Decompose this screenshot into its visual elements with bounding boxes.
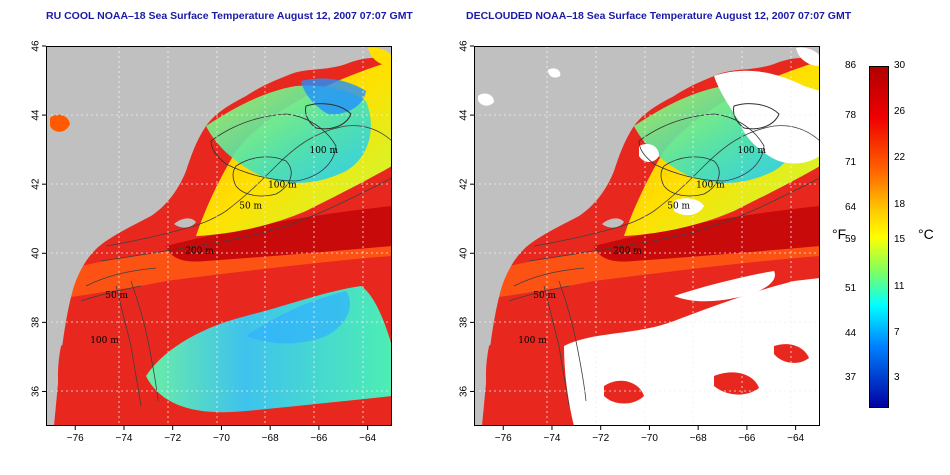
isobath-label: 50 m (105, 291, 128, 301)
colorbar-fahrenheit-tick: 44 (845, 327, 857, 339)
isobath-label: 100 m (309, 146, 338, 156)
isobath-label: 200 m (613, 246, 642, 256)
colorbar-fahrenheit-tick: 64 (845, 202, 857, 214)
lon-tick-label: −64 (359, 433, 376, 444)
lat-tick-label: 42 (459, 178, 470, 190)
temperature-colorbar (869, 66, 889, 408)
fahrenheit-unit-label: °F (832, 226, 847, 242)
left-map-axes: −76 −74 −72 −70 −68 −66 −64 36 38 40 42 44 46 100 m 10… (31, 40, 377, 444)
left-map-title: RU COOL NOAA–18 Sea Surface Temperature … (46, 10, 413, 22)
colorbar-celsius-tick: 15 (894, 234, 906, 246)
right-map-axes: −76 −74 −72 −70 −68 −66 −64 36 38 40 42 44 46 100 m 10… (459, 40, 805, 444)
isobath-label: 50 m (667, 201, 690, 211)
colorbar-fahrenheit-tick: 71 (845, 157, 857, 169)
right-sst-map-image (474, 46, 820, 426)
isobath-label: 100 m (518, 336, 547, 346)
right-sst-map: −76 −74 −72 −70 −68 −66 −64 36 38 40 42 44 46 100 m 10… (459, 40, 820, 444)
colorbar-celsius-tick: 11 (894, 280, 905, 292)
lon-tick-label: −74 (543, 433, 560, 444)
lon-tick-label: −76 (495, 433, 512, 444)
colorbar-fahrenheit-tick: 86 (845, 60, 857, 71)
lat-tick-label: 38 (31, 316, 42, 328)
lat-tick-label: 46 (459, 40, 470, 52)
isobath-label: 100 m (90, 336, 119, 346)
colorbar-celsius-tick: 7 (894, 326, 900, 338)
lat-tick-label: 40 (459, 247, 470, 259)
right-map-title: DECLOUDED NOAA–18 Sea Surface Temperatur… (466, 10, 852, 22)
colorbar-fahrenheit-tick: 78 (845, 109, 857, 121)
lat-tick-label: 44 (31, 109, 42, 121)
lon-tick-label: −74 (115, 433, 132, 444)
left-sst-map: −76 −74 −72 −70 −68 −66 −64 36 38 40 42 44 46 100 m 10… (31, 40, 392, 444)
isobath-label: 50 m (239, 201, 262, 211)
colorbar-fahrenheit-tick: 59 (845, 233, 857, 245)
colorbar-celsius-tick: 30 (894, 60, 906, 71)
colorbar-fahrenheit-tick: 51 (845, 282, 857, 294)
lat-tick-label: 40 (31, 247, 42, 259)
lon-tick-label: −66 (738, 433, 755, 444)
lon-tick-label: −70 (213, 433, 230, 444)
lon-tick-label: −76 (67, 433, 84, 444)
isobath-label: 50 m (533, 291, 556, 301)
lon-tick-label: −66 (310, 433, 327, 444)
lat-tick-label: 36 (31, 385, 42, 397)
colorbar-celsius-tick: 18 (894, 198, 906, 210)
lon-tick-label: −68 (690, 433, 707, 444)
isobath-label: 100 m (696, 181, 725, 191)
isobath-label: 100 m (268, 181, 297, 191)
colorbar-gradient (869, 66, 889, 408)
lon-tick-label: −64 (787, 433, 804, 444)
celsius-unit-label: °C (918, 226, 934, 242)
colorbar-celsius-tick: 26 (894, 106, 906, 118)
lon-tick-label: −70 (641, 433, 658, 444)
isobath-label: 200 m (185, 246, 214, 256)
lat-tick-label: 46 (31, 40, 42, 52)
colorbar-celsius-tick: 3 (894, 371, 900, 383)
lon-tick-label: −72 (164, 433, 181, 444)
isobath-label: 100 m (737, 146, 766, 156)
lat-tick-label: 42 (31, 178, 42, 190)
lon-tick-label: −72 (592, 433, 609, 444)
colorbar-fahrenheit-tick: 37 (845, 372, 857, 384)
lat-tick-label: 44 (459, 109, 470, 121)
colorbar-celsius-tick: 22 (894, 152, 906, 164)
left-sst-map-image (46, 46, 392, 426)
lat-tick-label: 36 (459, 385, 470, 397)
lat-tick-label: 38 (459, 316, 470, 328)
lon-tick-label: −68 (262, 433, 279, 444)
